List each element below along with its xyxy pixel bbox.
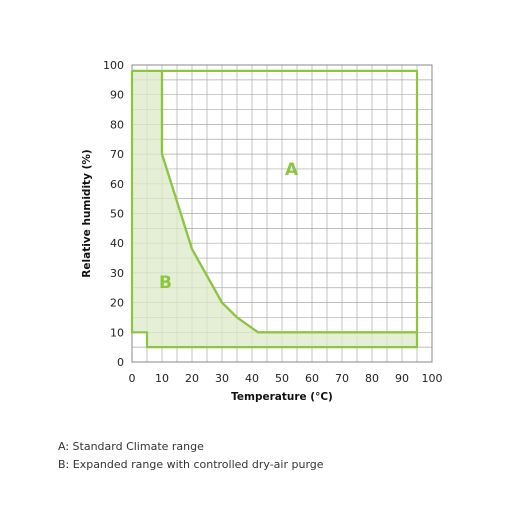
legend: A: Standard Climate range B: Expanded ra…: [58, 438, 324, 474]
y-tick-label: 10: [110, 326, 124, 339]
region-outline-layer: [130, 69, 419, 349]
legend-item-a: A: Standard Climate range: [58, 440, 204, 453]
x-tick-label: 80: [365, 372, 379, 385]
legend-item-b: B: Expanded range with controlled dry-ai…: [58, 458, 324, 471]
y-tick-label: 90: [110, 89, 124, 102]
region-fill-layer: [132, 70, 417, 348]
y-axis-title: Relative humidity (%): [81, 149, 93, 277]
y-tick-label: 60: [110, 178, 124, 191]
x-tick-label: 60: [305, 372, 319, 385]
x-tick-label: 20: [185, 372, 199, 385]
x-tick-label: 30: [215, 372, 229, 385]
x-tick-label: 40: [245, 372, 259, 385]
tick-labels: 0 10 20 30 40 50 60 70 80 90 100 0 10 20 30 40 50 60 70 80 9…: [103, 59, 443, 385]
y-tick-label: 80: [110, 118, 124, 131]
y-tick-label: 70: [110, 148, 124, 161]
x-tick-label: 50: [275, 372, 289, 385]
y-tick-label: 0: [117, 356, 124, 369]
y-tick-label: 40: [110, 237, 124, 250]
region-label-b: B: [159, 273, 172, 293]
region-label-a: A: [285, 160, 299, 180]
x-axis-title: Temperature (°C): [231, 391, 333, 403]
y-tick-label: 100: [103, 59, 124, 72]
x-tick-label: 10: [155, 372, 169, 385]
region-b-fill: [132, 70, 417, 348]
x-tick-label: 100: [422, 372, 443, 385]
y-tick-label: 30: [110, 267, 124, 280]
region-b-outline: [130, 69, 419, 349]
x-tick-label: 0: [129, 372, 136, 385]
x-tick-label: 90: [395, 372, 409, 385]
x-tick-label: 70: [335, 372, 349, 385]
y-tick-label: 20: [110, 297, 124, 310]
y-tick-label: 50: [110, 208, 124, 221]
region-label-layer: AB: [159, 160, 299, 293]
